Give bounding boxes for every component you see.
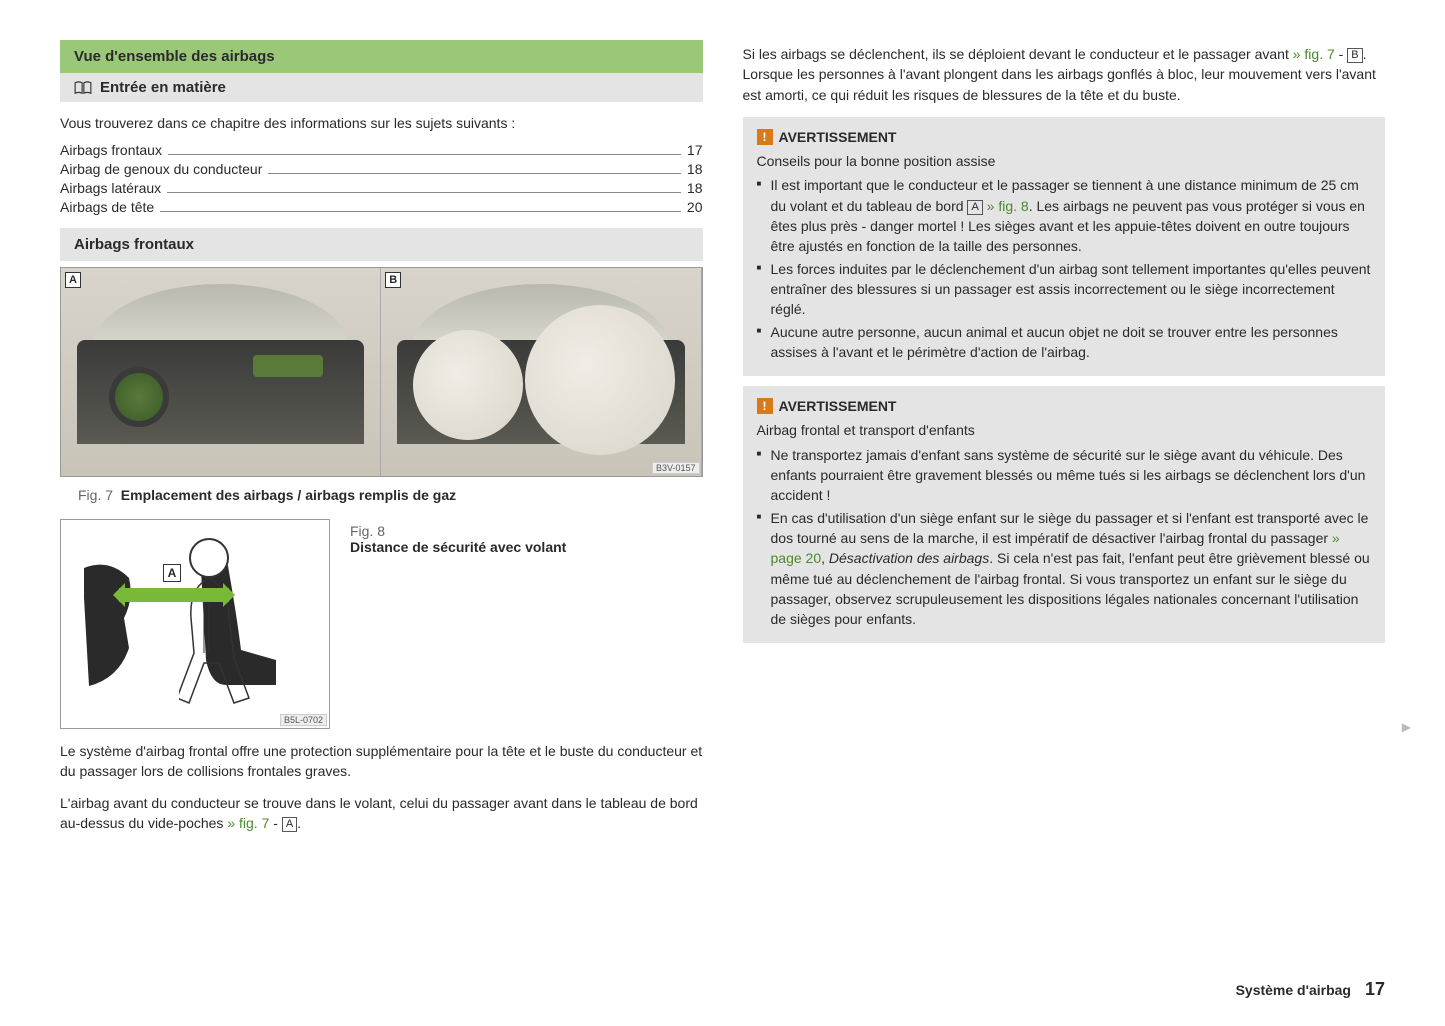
toc-label: Airbags frontaux	[60, 142, 162, 158]
figure-7-code: B3V-0157	[652, 462, 700, 474]
toc-label: Airbags latéraux	[60, 180, 161, 196]
figure-8-code: B5L-0702	[280, 714, 327, 726]
toc-row: Airbags de tête 20	[60, 199, 703, 216]
figure-7-label-a: A	[65, 272, 81, 288]
warning-item: Aucune autre personne, aucun animal et a…	[757, 322, 1372, 363]
toc-row: Airbags latéraux 18	[60, 180, 703, 197]
warning-child-transport: ! AVERTISSEMENT Airbag frontal et transp…	[743, 386, 1386, 643]
paragraph-location: L'airbag avant du conducteur se trouve d…	[60, 793, 703, 834]
figure-7-caption: Fig. 7 Emplacement des airbags / airbags…	[78, 487, 703, 503]
toc-row: Airbags frontaux 17	[60, 142, 703, 159]
continuation-arrow-icon: ▶	[1402, 720, 1411, 734]
section-title-overview: Vue d'ensemble des airbags	[60, 40, 703, 73]
figure-7-label-b: B	[385, 272, 401, 288]
toc-label: Airbag de genoux du conducteur	[60, 161, 262, 177]
paragraph-protection: Le système d'airbag frontal offre une pr…	[60, 741, 703, 782]
toc-label: Airbags de tête	[60, 199, 154, 215]
section-title-front-airbags: Airbags frontaux	[60, 228, 703, 261]
warning-item: Ne transportez jamais d'enfant sans syst…	[757, 445, 1372, 506]
toc-page: 20	[687, 199, 703, 215]
warning-item: Les forces induites par le déclenchement…	[757, 259, 1372, 320]
warning-icon: !	[757, 129, 773, 145]
figure-7: A B B3V-0157	[60, 267, 703, 477]
section-title-intro-text: Entrée en matière	[100, 79, 226, 96]
figure-8: A B5L-0702	[60, 519, 330, 729]
paragraph-deployment: Si les airbags se déclenchent, ils se dé…	[743, 44, 1386, 105]
toc-page: 17	[687, 142, 703, 158]
table-of-contents: Airbags frontaux 17 Airbag de genoux du co…	[60, 142, 703, 216]
figure-7-panel-b: B	[381, 268, 701, 476]
figure-8-label-a: A	[163, 564, 181, 582]
toc-row: Airbag de genoux du conducteur 18	[60, 161, 703, 178]
warning-item: En cas d'utilisation d'un siège enfant s…	[757, 508, 1372, 630]
warning-item: Il est important que le conducteur et le…	[757, 175, 1372, 256]
toc-page: 18	[687, 180, 703, 196]
warning-icon: !	[757, 398, 773, 414]
intro-paragraph: Vous trouverez dans ce chapitre des info…	[60, 114, 703, 134]
section-title-intro: Entrée en matière	[60, 73, 703, 102]
book-icon	[74, 81, 92, 95]
toc-page: 18	[687, 161, 703, 177]
page-footer: Système d'airbag17	[1236, 979, 1385, 1000]
warning-seating-position: ! AVERTISSEMENT Conseils pour la bonne p…	[743, 117, 1386, 376]
figure-8-caption: Fig. 8 Distance de sécurité avec volant	[350, 519, 703, 555]
figure-7-panel-a: A	[61, 268, 381, 476]
